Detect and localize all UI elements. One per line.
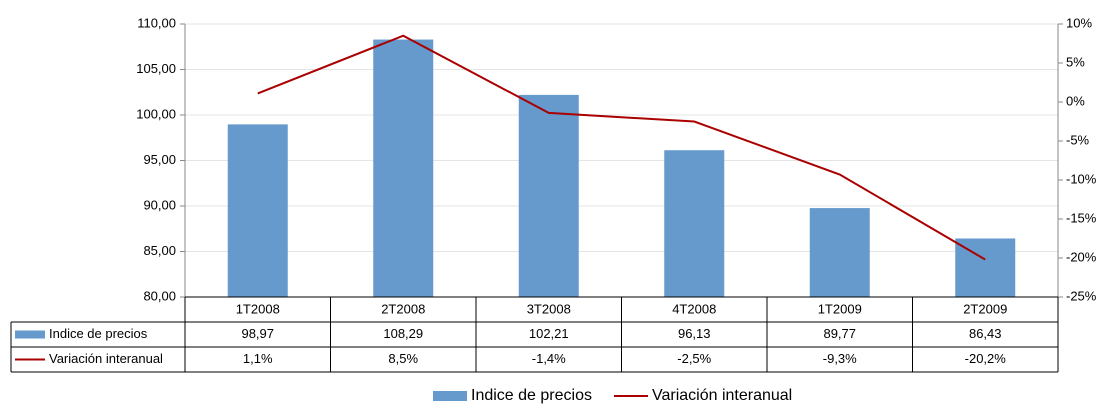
x-tick-label: 1T2009 [818,301,862,316]
line [257,34,986,261]
x-tick-label: 2T2009 [963,301,1007,316]
bar [809,208,870,297]
table-cell: -2,5% [677,351,711,366]
legend-label: Indice de precios [471,387,592,404]
bar [518,94,579,297]
y-tick-label: 105,00 [136,61,176,76]
table-cell: -1,4% [532,351,566,366]
table-row-label: Indice de precios [49,326,148,341]
y2-tick-label: -15% [1066,210,1097,225]
table-cell: -9,3% [823,351,857,366]
legend-swatch [433,391,467,401]
y-tick-label: 110,00 [137,15,176,30]
table-row-label: Variación interanual [49,351,163,366]
legend-swatch [15,330,45,339]
y2-tick-label: -20% [1066,249,1097,264]
table-cell: 8,5% [388,351,418,366]
y-tick-label: 90,00 [143,197,176,212]
y2-tick-label: -10% [1066,171,1097,186]
legend-label: Variación interanual [652,387,792,404]
y2-tick-label: 0% [1066,93,1085,108]
x-tick-label: 2T2008 [381,301,425,316]
y-tick-label: 80,00 [143,288,176,303]
x-tick-label: 3T2008 [527,301,571,316]
bar [664,150,725,297]
bar [373,39,434,297]
table-cell: 86,43 [969,326,1002,341]
table-cell: 98,97 [241,326,274,341]
table-cell: 89,77 [823,326,856,341]
y-tick-label: 100,00 [136,106,176,121]
table-cell: 102,21 [529,326,569,341]
y-tick-label: 95,00 [143,152,176,167]
table-cell: 1,1% [243,351,273,366]
y2-tick-label: -5% [1066,132,1090,147]
x-tick-label: 4T2008 [672,301,716,316]
x-tick-label: 1T2008 [236,301,280,316]
bar [227,124,288,297]
table-cell: -20,2% [965,351,1007,366]
y-tick-label: 85,00 [143,243,176,258]
y2-tick-label: 5% [1066,54,1085,69]
table-cell: 108,29 [383,326,423,341]
table-cell: 96,13 [678,326,711,341]
y2-tick-label: -25% [1066,288,1097,303]
y2-tick-label: 10% [1066,15,1092,30]
